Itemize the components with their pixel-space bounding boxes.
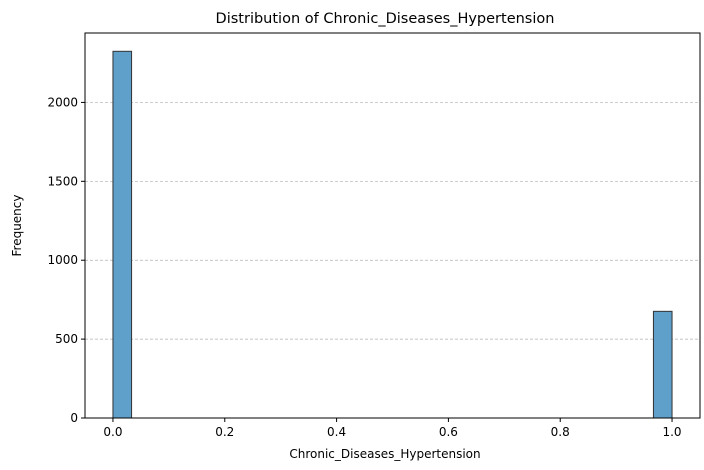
bars <box>112 50 673 419</box>
x-tick-label: 0.2 <box>215 425 234 439</box>
grid-lines <box>85 102 700 340</box>
x-tick-label: 0.6 <box>439 425 458 439</box>
y-tick-label: 2000 <box>47 95 78 109</box>
x-tick-label: 0.0 <box>103 425 122 439</box>
x-tick-label: 0.4 <box>327 425 346 439</box>
histogram-bar <box>112 50 133 419</box>
plot-frame <box>84 32 701 419</box>
y-tick-label: 1000 <box>47 253 78 267</box>
y-axis-ticks: 0 500 1000 1500 2000 <box>47 95 85 425</box>
y-tick-label: 1500 <box>47 174 78 188</box>
x-axis-ticks: 0.0 0.2 0.4 0.6 0.8 1.0 <box>103 418 682 439</box>
y-tick-label: 0 <box>70 411 78 425</box>
x-tick-label: 0.8 <box>551 425 570 439</box>
y-axis-label: Frequency <box>10 195 24 257</box>
histogram-bar <box>652 310 673 419</box>
x-axis-label: Chronic_Diseases_Hypertension <box>289 447 480 461</box>
x-tick-label: 1.0 <box>662 425 681 439</box>
chart-title: Distribution of Chronic_Diseases_Hyperte… <box>216 11 555 27</box>
y-tick-label: 500 <box>55 332 78 346</box>
